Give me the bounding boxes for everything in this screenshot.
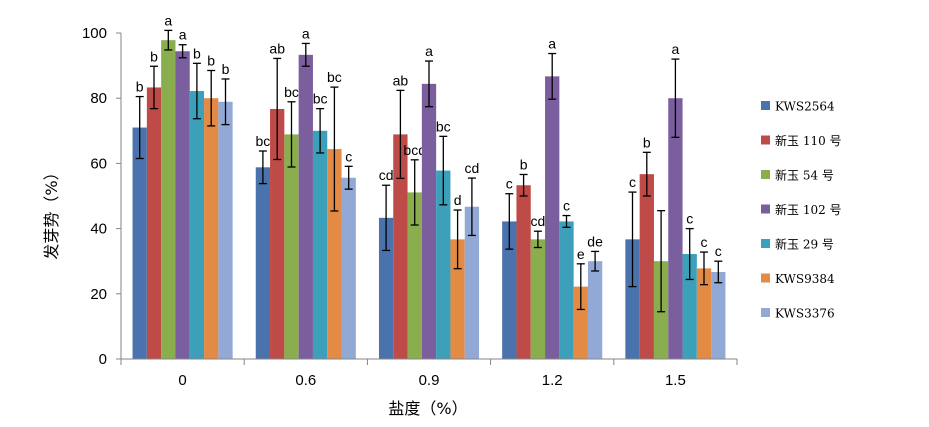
significance-letter: b [193, 45, 201, 61]
significance-letter: c [563, 198, 570, 214]
bar [270, 108, 285, 359]
significance-letter: b [150, 48, 158, 64]
significance-letter: bc [256, 133, 271, 149]
bar [545, 76, 560, 359]
x-tick-label: 0.6 [295, 372, 316, 389]
bar [393, 134, 408, 359]
bar [218, 101, 233, 359]
y-tick-label: 0 [99, 351, 107, 368]
y-tick-label: 20 [90, 286, 107, 303]
legend-swatch [761, 101, 770, 110]
significance-letter: cd [531, 213, 546, 229]
bar [284, 134, 299, 359]
x-tick-label: 0.9 [419, 372, 440, 389]
significance-letter: b [222, 61, 230, 77]
significance-letter: cd [465, 160, 480, 176]
significance-letter: d [454, 192, 462, 208]
bar [204, 98, 219, 359]
significance-letter: a [179, 27, 187, 43]
bar [312, 130, 328, 359]
y-tick-label: 80 [90, 90, 107, 107]
legend-label: KWS2564 [775, 100, 835, 114]
significance-letter: b [520, 156, 528, 172]
legend-label: KWS9384 [775, 272, 835, 286]
significance-letter: c [629, 174, 636, 190]
significance-letter: a [164, 12, 172, 28]
bar [436, 170, 451, 359]
legend-swatch [761, 273, 770, 283]
significance-letter: bcd [403, 142, 426, 158]
x-tick-label: 1.5 [665, 372, 686, 389]
significance-letter: b [207, 52, 215, 68]
legend-label: 新玉 54 号 [775, 168, 834, 183]
significance-letter: b [136, 79, 144, 95]
y-tick-label: 60 [90, 155, 107, 172]
x-tick-label: 0 [178, 372, 186, 389]
legend-label: KWS3376 [775, 307, 835, 321]
legend-swatch [761, 204, 770, 214]
significance-letter: bc [327, 69, 342, 85]
y-axis-label: 发芽势（%） [42, 164, 61, 259]
significance-letter: cd [379, 167, 394, 183]
legend-label: 新玉 110 号 [775, 133, 842, 148]
bar [639, 174, 654, 359]
significance-letter: bc [436, 118, 451, 134]
bar [711, 271, 726, 359]
significance-letter: a [672, 41, 680, 57]
significance-letter: c [345, 148, 352, 164]
legend-swatch [761, 170, 770, 179]
bar [516, 185, 531, 359]
axes-layer: 0 20 40 60 80 100 0 0.6 0.9 1.2 1.5 [82, 25, 738, 389]
bar [161, 40, 176, 360]
significance-letter: e [577, 246, 585, 262]
bar [378, 217, 394, 359]
bar [573, 286, 588, 359]
legend-swatch [761, 308, 770, 317]
y-tick-label: 40 [90, 221, 107, 238]
significance-letter: a [548, 36, 556, 52]
bar [146, 87, 162, 359]
legend-swatch [761, 135, 770, 145]
bar [530, 239, 546, 359]
significance-letter: b [643, 134, 651, 150]
bar [189, 91, 205, 359]
significance-letter: c [701, 234, 708, 250]
bar [341, 177, 356, 359]
significance-letter: de [587, 233, 603, 249]
x-tick-label: 1.2 [542, 372, 563, 389]
bar [255, 167, 271, 359]
significance-letter: bc [284, 84, 299, 100]
y-tick-label: 100 [82, 25, 107, 42]
bar [464, 206, 480, 359]
significance-letter: a [302, 25, 310, 41]
bar [298, 54, 313, 359]
bar [559, 221, 574, 359]
legend-label: 新玉 102 号 [775, 202, 842, 217]
bar [668, 98, 683, 359]
significance-letter: bc [313, 91, 328, 107]
bar [625, 239, 640, 359]
legend: KWS2564 新玉 110 号新玉 54 号新玉 102 号新玉 29 号 KWS… [761, 100, 842, 321]
significance-letter: c [686, 211, 693, 227]
legend-label: 新玉 29 号 [775, 237, 834, 252]
bar [587, 261, 603, 359]
bar [132, 127, 147, 359]
significance-letter: ab [269, 40, 285, 56]
legend-swatch [761, 239, 770, 248]
bar [682, 254, 697, 359]
significance-letter: c [715, 243, 722, 259]
bar [421, 83, 437, 359]
bar [407, 192, 422, 359]
bar [327, 149, 342, 359]
significance-letter: ab [393, 72, 409, 88]
bar [175, 51, 190, 359]
bar [502, 221, 517, 359]
bar [696, 268, 712, 359]
x-axis-label: 盐度（%） [388, 399, 467, 418]
significance-letter: c [506, 176, 513, 192]
significance-letter: a [425, 43, 433, 59]
